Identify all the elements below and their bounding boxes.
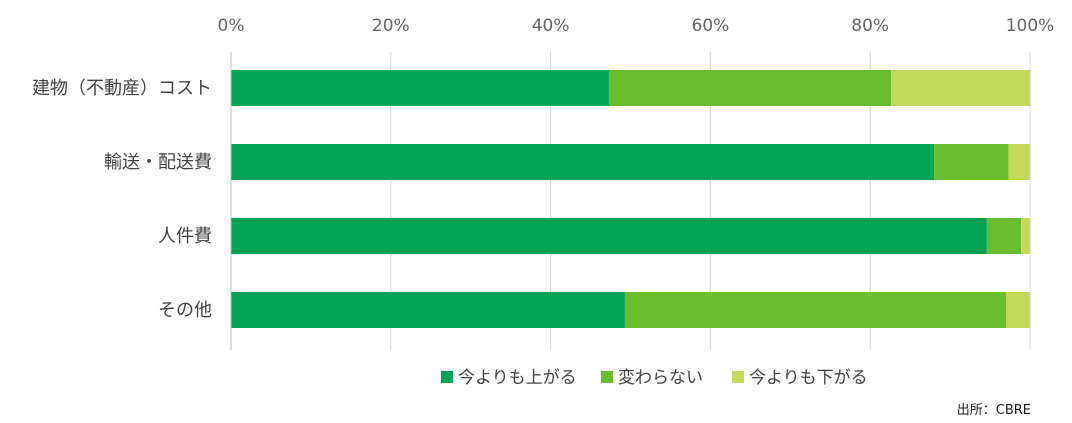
legend-label: 今よりも下がる bbox=[749, 368, 868, 388]
bar-segment bbox=[231, 218, 987, 254]
bar-segment bbox=[608, 70, 891, 106]
x-tick-label: 80% bbox=[851, 16, 889, 36]
bar-segment bbox=[231, 144, 935, 180]
legend-label: 変わらない bbox=[618, 368, 703, 388]
bar-segment bbox=[890, 70, 1030, 106]
x-tick-label: 40% bbox=[532, 16, 570, 36]
category-label: 建物（不動産）コスト bbox=[32, 78, 212, 99]
bar-segment bbox=[1006, 292, 1030, 328]
bar-segment bbox=[986, 218, 1022, 254]
x-axis-tick-labels: 0% 20% 40% 60% 80% 100% bbox=[218, 16, 1055, 36]
x-tick-label: 100% bbox=[1006, 16, 1055, 36]
category-label: その他 bbox=[158, 300, 212, 321]
bar-segment bbox=[231, 70, 609, 106]
category-label: 輸送・配送費 bbox=[104, 152, 212, 173]
legend: 今よりも上がる 変わらない 今よりも下がる bbox=[441, 368, 868, 388]
legend-label: 今よりも上がる bbox=[458, 368, 577, 388]
x-tick-label: 60% bbox=[692, 16, 730, 36]
bar-segment bbox=[624, 292, 1007, 328]
x-tick-label: 0% bbox=[218, 16, 245, 36]
bar-segment bbox=[1021, 218, 1030, 254]
legend-swatch bbox=[601, 371, 613, 383]
bar-segment bbox=[231, 292, 625, 328]
bars bbox=[231, 70, 1030, 328]
bar-segment bbox=[1008, 144, 1030, 180]
bar-segment bbox=[934, 144, 1009, 180]
category-label: 人件費 bbox=[158, 226, 212, 247]
legend-swatch bbox=[732, 371, 744, 383]
legend-swatch bbox=[441, 371, 453, 383]
x-tick-label: 20% bbox=[372, 16, 410, 36]
source-note: 出所：CBRE bbox=[956, 403, 1031, 418]
